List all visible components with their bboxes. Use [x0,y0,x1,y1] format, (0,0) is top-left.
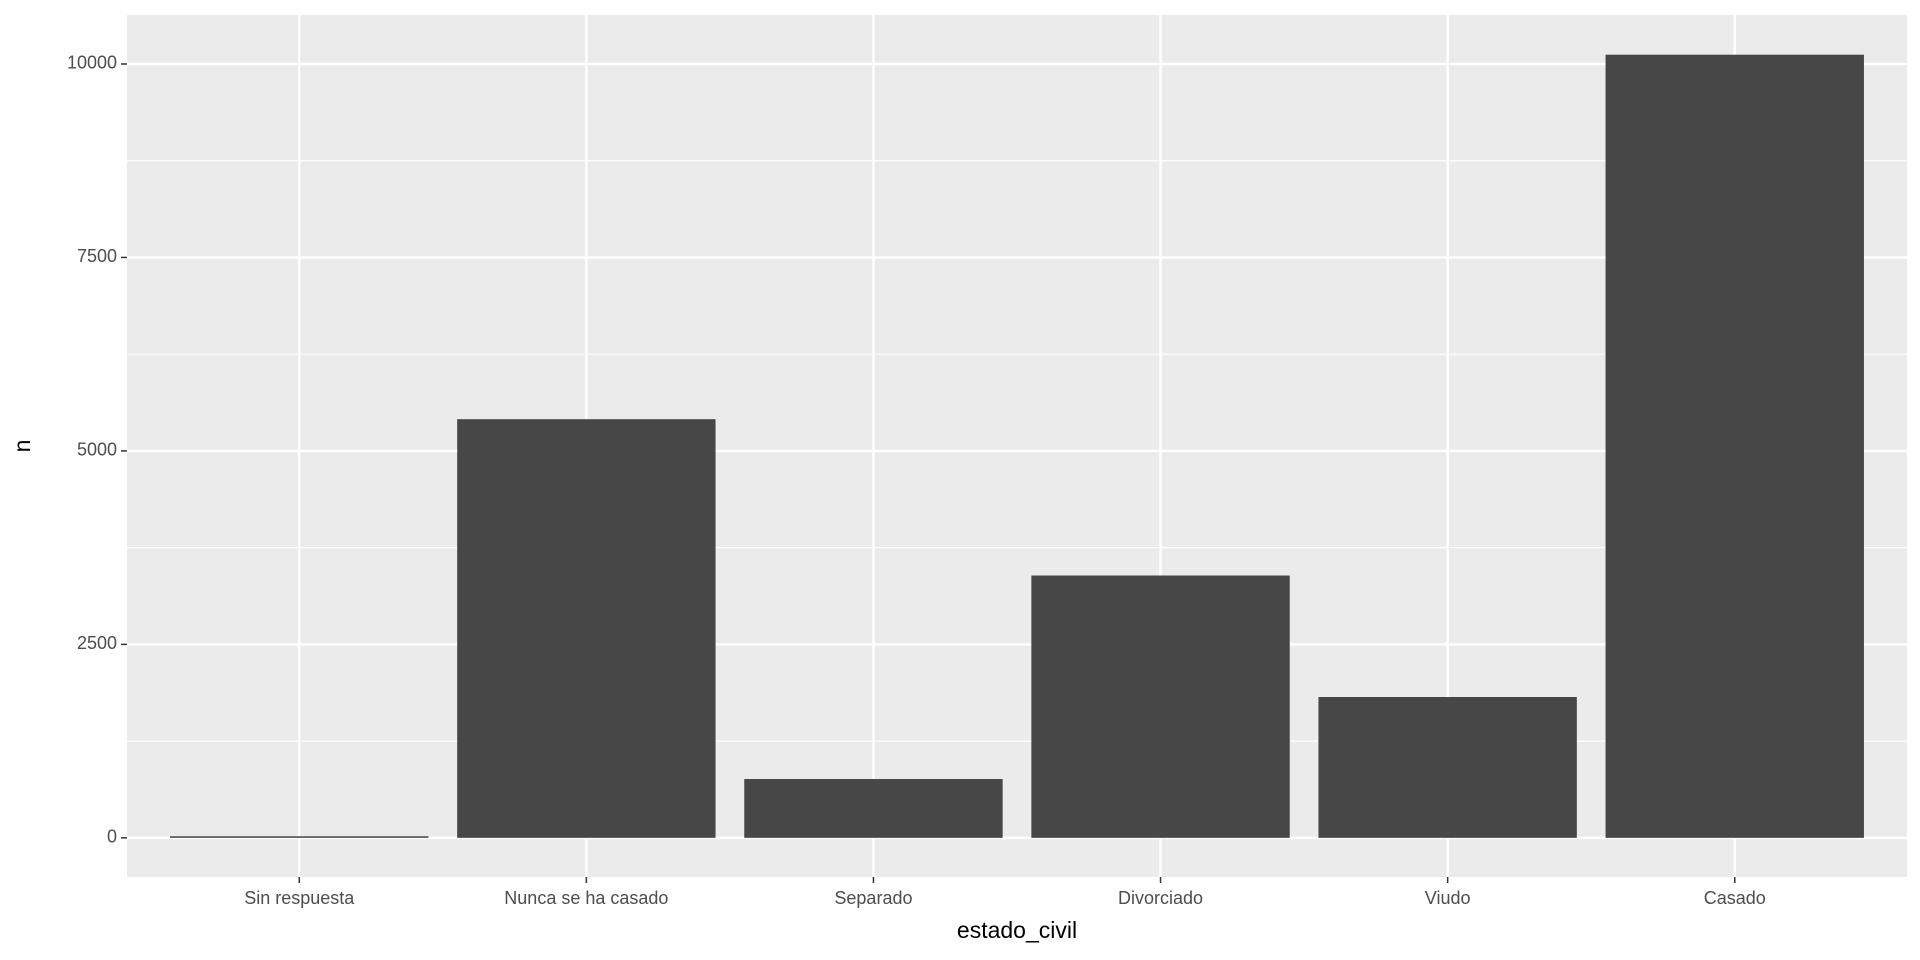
x-tick-label: Sin respuesta [244,888,355,908]
x-tick-label: Divorciado [1118,888,1203,908]
bar [1031,575,1290,838]
x-tick-label: Nunca se ha casado [504,888,668,908]
y-axis-title: n [9,440,35,453]
y-tick-label: 7500 [77,246,117,266]
y-tick-label: 2500 [77,633,117,653]
y-tick-label: 0 [107,827,117,847]
bar [170,836,429,838]
x-tick-label: Casado [1704,888,1766,908]
y-tick-label: 10000 [67,53,117,73]
x-tick-label: Separado [834,888,912,908]
bar [1318,697,1577,838]
bar [457,419,716,838]
x-axis-title: estado_civil [957,917,1077,943]
x-tick-label: Viudo [1425,888,1471,908]
bar [744,779,1003,838]
y-tick-label: 5000 [77,440,117,460]
bar [1605,54,1864,838]
